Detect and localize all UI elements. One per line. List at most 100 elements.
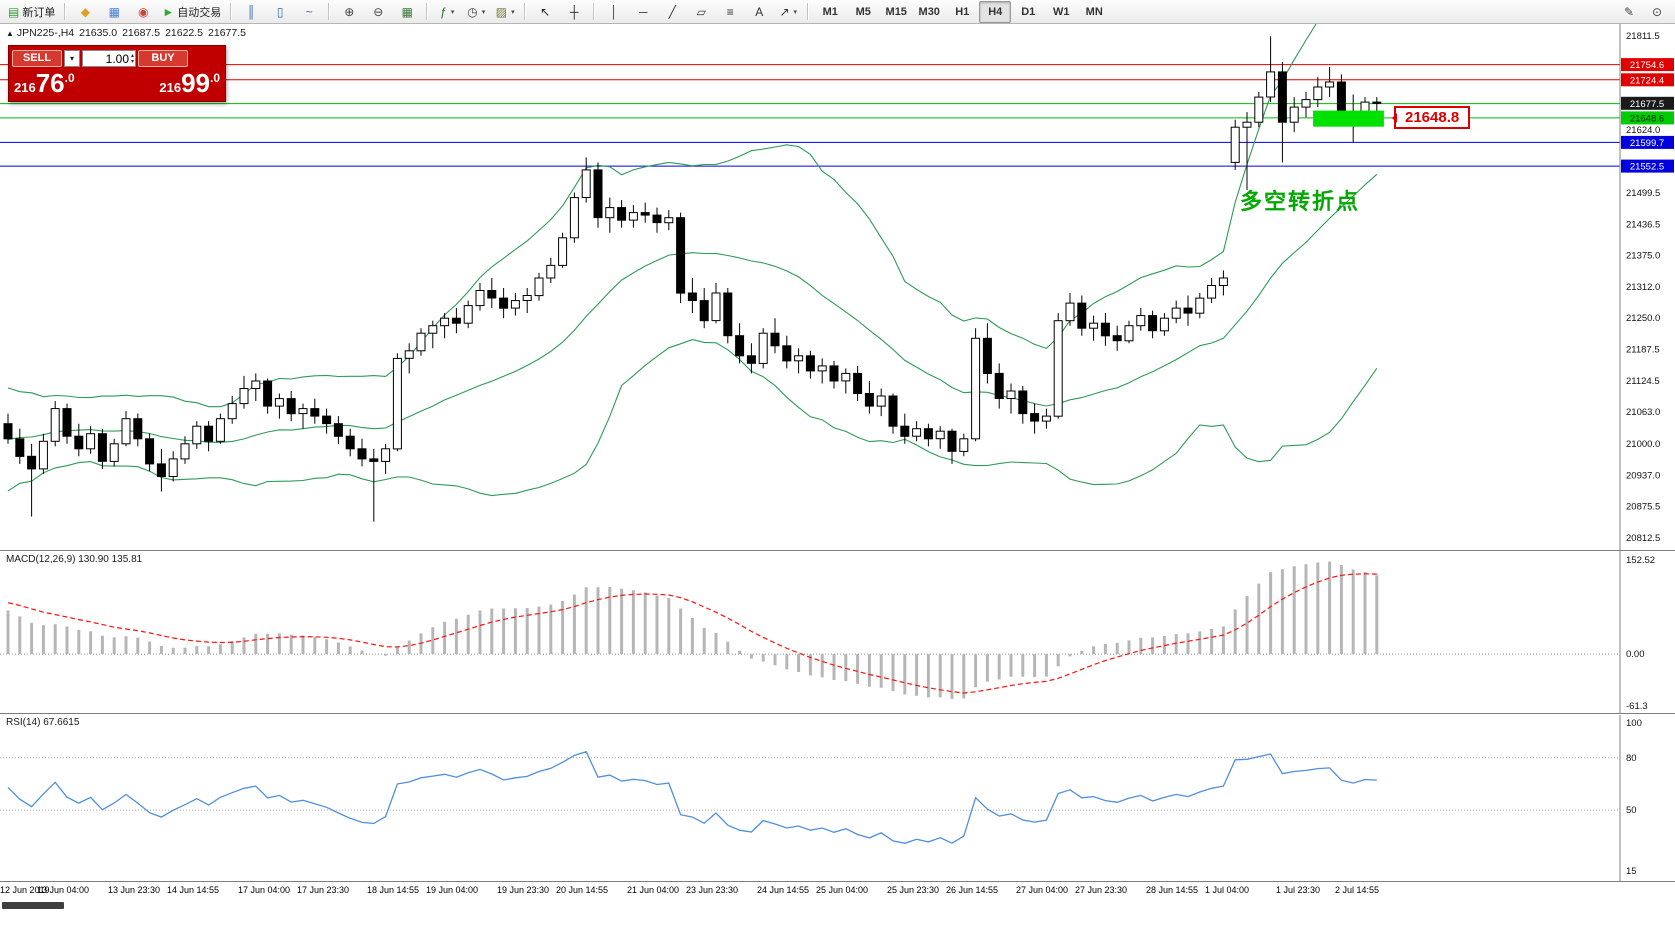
svg-text:152.52: 152.52 [1626,555,1655,566]
zoom-in-icon[interactable]: ⊕ [335,1,363,23]
cursor-icon[interactable]: ↖ [531,1,559,23]
autotrading-button[interactable]: ► 自动交易 [158,1,225,23]
spin-up-icon[interactable]: ▴ [131,52,135,59]
macd-axis: 152.52 0.00 -61.3 [1626,555,1655,712]
timeframe-m5[interactable]: M5 [847,1,879,23]
indicators-button[interactable]: ƒ ▾ [433,1,461,23]
collapse-icon[interactable]: ▲ [6,29,14,38]
svg-text:21124.5: 21124.5 [1626,376,1660,387]
templates-button[interactable]: ▨ ▾ [491,1,519,23]
timeframe-m1[interactable]: M1 [814,1,846,23]
candlestick-chart-icon[interactable]: ▯ [266,1,294,23]
rsi-levels [0,757,1620,811]
macd-panel[interactable]: 152.52 0.00 -61.3 [0,551,1675,713]
time-axis[interactable]: 12 Jun 2019 13 Jun 04:00 13 Jun 23:30 14 Ju… [0,883,1675,899]
edit-icon: ✎ [1623,4,1635,19]
svg-text:21624.0: 21624.0 [1626,125,1660,136]
periods-button[interactable]: ◷ ▾ [462,1,490,23]
toolbar-group-zoom: ⊕ ⊖ ▦ [333,1,423,23]
svg-text:21677.5: 21677.5 [1630,99,1664,110]
svg-text:21811.5: 21811.5 [1626,31,1660,42]
timeframe-h4[interactable]: H4 [979,0,1012,23]
volume-field[interactable]: 1.00 ▴ ▾ [82,50,137,67]
time-axis-label: 24 Jun 14:55 [757,885,810,895]
timeframe-d1-label: D1 [1021,5,1036,18]
trendline-icon[interactable]: ╱ [658,1,686,23]
charts-icon[interactable]: ▦ [100,1,128,23]
panel-divider[interactable] [0,713,1675,714]
bar-chart-icon[interactable]: ║ [237,1,265,23]
macd-signal-line [7,573,1377,694]
volume-value[interactable]: 1.00 [105,51,129,66]
spin-down-icon[interactable]: ▾ [131,58,135,65]
rsi-indicator-label: RSI(14) 67.6615 [6,717,80,728]
svg-text:21250.0: 21250.0 [1626,313,1660,324]
timeframe-m5-label: M5 [855,5,871,18]
sell-button[interactable]: SELL [12,50,62,67]
channel-icon[interactable]: ▱ [687,1,715,23]
time-axis-label: 25 Jun 04:00 [816,885,869,895]
sell-price-display: 21676.0 [14,68,75,98]
horizontal-scrollbar-thumb[interactable] [2,902,64,909]
time-axis-label: 18 Jun 14:55 [367,885,420,895]
timeframe-m15[interactable]: M15 [880,1,912,23]
toolbar-separator [426,3,429,20]
timeframe-h1[interactable]: H1 [946,1,978,23]
main-chart[interactable]: 21811.5 21624.0 21499.5 21436.5 21375.0 21312… [0,24,1675,550]
panel-divider[interactable] [0,550,1675,551]
rsi-panel[interactable]: 100 80 50 15 [0,715,1675,881]
trendline-icon: ╱ [668,4,676,19]
arrows-icon[interactable]: ↗ ▾ [774,1,802,23]
price-callout-label[interactable]: 21648.8 [1391,106,1471,129]
symbol-period-label: JPN225-,H4 [16,27,75,39]
alerts-icon[interactable]: ◉ [129,1,157,23]
svg-text:20812.5: 20812.5 [1626,533,1660,544]
fibonacci-icon[interactable]: ≡ [716,1,744,23]
bollinger-bands [7,24,1378,497]
text-icon[interactable]: A [745,1,773,23]
search-icon: ⊙ [1651,4,1663,19]
macd-indicator-label: MACD(12,26,9) 130.90 135.81 [6,554,143,565]
high-value: 21687.5 [122,27,161,39]
turning-point-highlight[interactable] [1313,110,1384,127]
svg-text:21000.0: 21000.0 [1626,439,1660,450]
horizontal-line-icon: ─ [638,4,648,19]
search-icon[interactable]: ⊙ [1643,1,1671,23]
buy-price-display: 21699.0 [159,68,220,98]
timeframe-m30[interactable]: M30 [913,1,945,23]
timeframe-mn[interactable]: MN [1078,1,1110,23]
svg-text:50: 50 [1626,805,1637,816]
tile-windows-icon[interactable]: ▦ [393,1,421,23]
svg-text:100: 100 [1626,718,1642,729]
volume-decrease-button[interactable]: ▾ [64,50,80,67]
time-axis-label: 17 Jun 23:30 [297,885,350,895]
open-value: 21635.0 [79,27,118,39]
autotrading-button-label: 自动交易 [177,6,222,19]
buy-button[interactable]: BUY [138,50,189,67]
timeframe-mn-label: MN [1085,5,1103,18]
zoom-out-icon[interactable]: ⊖ [364,1,392,23]
vertical-line-icon[interactable]: │ [600,1,628,23]
charts-icon: ▦ [108,4,121,19]
rsi-line [7,750,1377,844]
time-axis-label: 1 Jul 04:00 [1205,885,1250,895]
toolbar-group-objects: │ ─ ╱ ▱ ≡ A ↗ ▾ [598,1,804,23]
edit-icon[interactable]: ✎ [1615,1,1643,23]
crosshair-icon[interactable]: ┼ [560,1,588,23]
toolbar-separator [807,3,810,20]
volume-spinner[interactable]: ▴ ▾ [131,53,134,65]
toolbar-group-tools: ƒ ▾ ◷ ▾ ▨ ▾ [431,1,521,23]
time-axis-label: 21 Jun 04:00 [627,885,680,895]
new-order-button[interactable]: ▤ 新订单 [4,1,59,23]
line-chart-icon[interactable]: ~ [295,1,323,23]
community-icon[interactable]: ◆ [71,1,99,23]
svg-text:21599.7: 21599.7 [1630,138,1664,149]
price-axis[interactable]: 21811.5 21624.0 21499.5 21436.5 21375.0 21312… [1621,31,1674,544]
timeframe-w1[interactable]: W1 [1045,1,1077,23]
toolbar-separator [524,3,527,20]
horizontal-line-icon[interactable]: ─ [629,1,657,23]
timeframe-d1[interactable]: D1 [1012,1,1044,23]
turning-point-annotation[interactable]: 多空转折点 [1240,189,1361,214]
crosshair-icon: ┼ [569,4,579,19]
toolbar-group-cursors: ↖ ┼ [529,1,590,23]
